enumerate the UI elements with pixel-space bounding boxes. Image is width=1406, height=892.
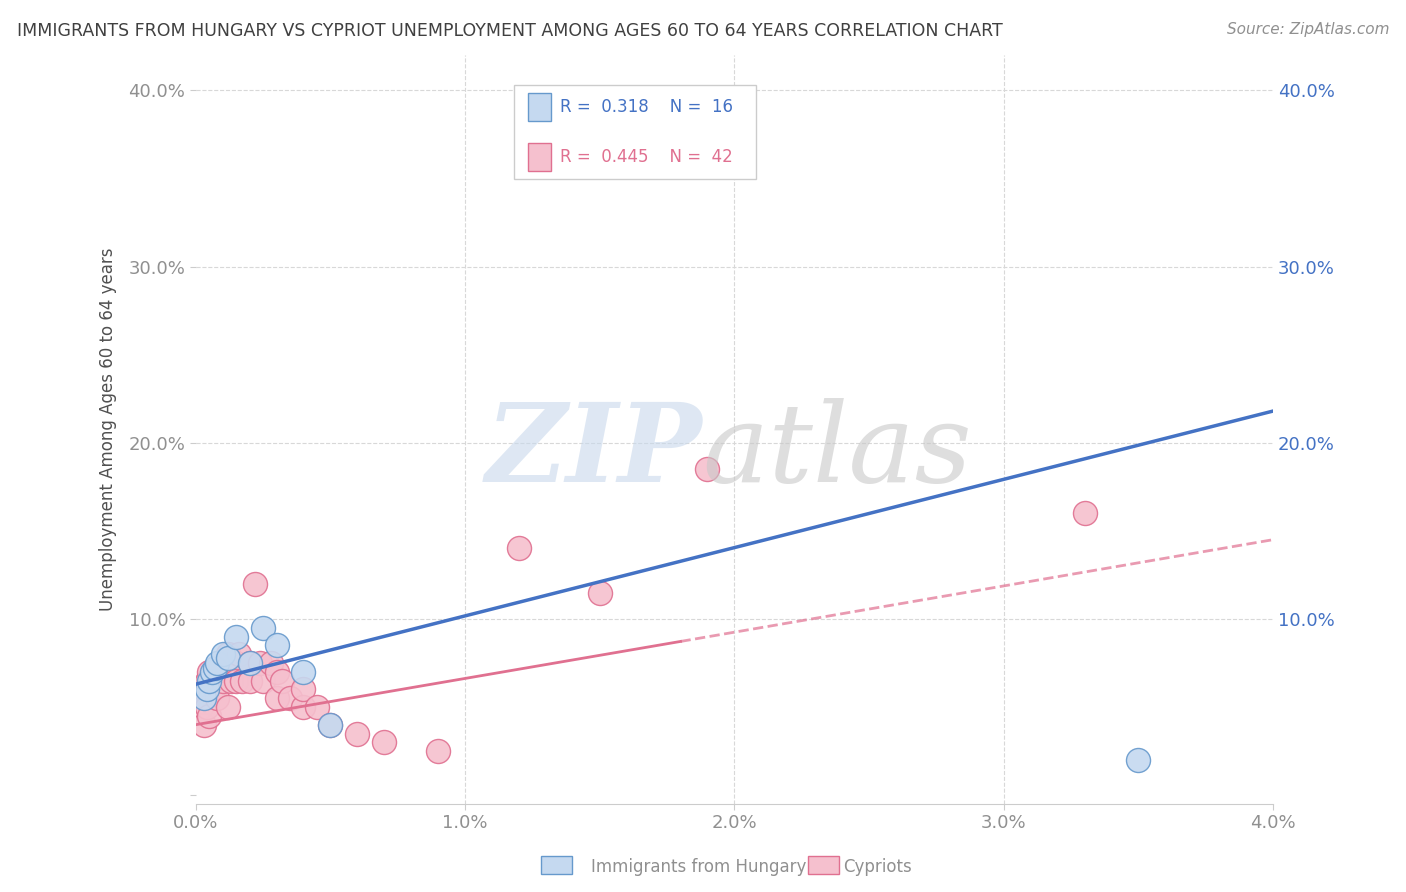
- Point: [239, 656, 262, 670]
- Point: [207, 656, 229, 670]
- Point: [217, 647, 239, 661]
- Point: [211, 673, 233, 688]
- Point: [225, 656, 247, 670]
- Point: [243, 576, 266, 591]
- FancyBboxPatch shape: [513, 85, 756, 178]
- Point: [266, 665, 288, 679]
- Point: [217, 700, 239, 714]
- Point: [319, 717, 342, 731]
- Point: [346, 726, 368, 740]
- Point: [225, 630, 247, 644]
- Point: [239, 673, 262, 688]
- Point: [508, 541, 530, 556]
- Point: [696, 462, 718, 476]
- Point: [271, 673, 294, 688]
- Point: [198, 665, 221, 679]
- Point: [195, 682, 218, 697]
- Point: [292, 700, 315, 714]
- Point: [186, 682, 208, 697]
- Point: [190, 700, 212, 714]
- Y-axis label: Unemployment Among Ages 60 to 64 years: Unemployment Among Ages 60 to 64 years: [100, 248, 117, 611]
- Point: [201, 673, 224, 688]
- Point: [211, 647, 233, 661]
- Point: [266, 691, 288, 706]
- Point: [1128, 753, 1150, 767]
- Point: [198, 709, 221, 723]
- Point: [427, 744, 450, 758]
- Text: ZIP: ZIP: [485, 398, 702, 506]
- Point: [319, 717, 342, 731]
- Point: [278, 691, 301, 706]
- Point: [198, 673, 221, 688]
- Text: IMMIGRANTS FROM HUNGARY VS CYPRIOT UNEMPLOYMENT AMONG AGES 60 TO 64 YEARS CORREL: IMMIGRANTS FROM HUNGARY VS CYPRIOT UNEMP…: [17, 22, 1002, 40]
- Point: [266, 639, 288, 653]
- Point: [373, 735, 395, 749]
- Text: R =  0.445    N =  42: R = 0.445 N = 42: [560, 148, 733, 166]
- Point: [1073, 506, 1095, 520]
- Point: [260, 656, 283, 670]
- Point: [195, 700, 218, 714]
- Point: [252, 621, 274, 635]
- Point: [193, 717, 215, 731]
- Bar: [527, 143, 551, 171]
- Point: [204, 682, 226, 697]
- Point: [187, 691, 209, 706]
- Point: [193, 682, 215, 697]
- Point: [219, 673, 242, 688]
- Point: [228, 647, 250, 661]
- Point: [239, 656, 262, 670]
- Point: [252, 673, 274, 688]
- Point: [201, 665, 224, 679]
- Point: [217, 650, 239, 665]
- Text: Source: ZipAtlas.com: Source: ZipAtlas.com: [1226, 22, 1389, 37]
- Point: [231, 673, 253, 688]
- Text: atlas: atlas: [702, 398, 972, 506]
- Text: Immigrants from Hungary: Immigrants from Hungary: [591, 858, 806, 876]
- Point: [195, 673, 218, 688]
- Point: [204, 661, 226, 675]
- Point: [589, 585, 612, 599]
- Point: [292, 682, 315, 697]
- Point: [292, 665, 315, 679]
- Point: [305, 700, 328, 714]
- Point: [193, 691, 215, 706]
- Bar: [527, 93, 551, 121]
- Text: Cypriots: Cypriots: [844, 858, 912, 876]
- Point: [207, 665, 229, 679]
- Point: [225, 673, 247, 688]
- Point: [207, 691, 229, 706]
- Point: [534, 119, 557, 133]
- Point: [249, 656, 271, 670]
- Text: R =  0.318    N =  16: R = 0.318 N = 16: [560, 98, 733, 116]
